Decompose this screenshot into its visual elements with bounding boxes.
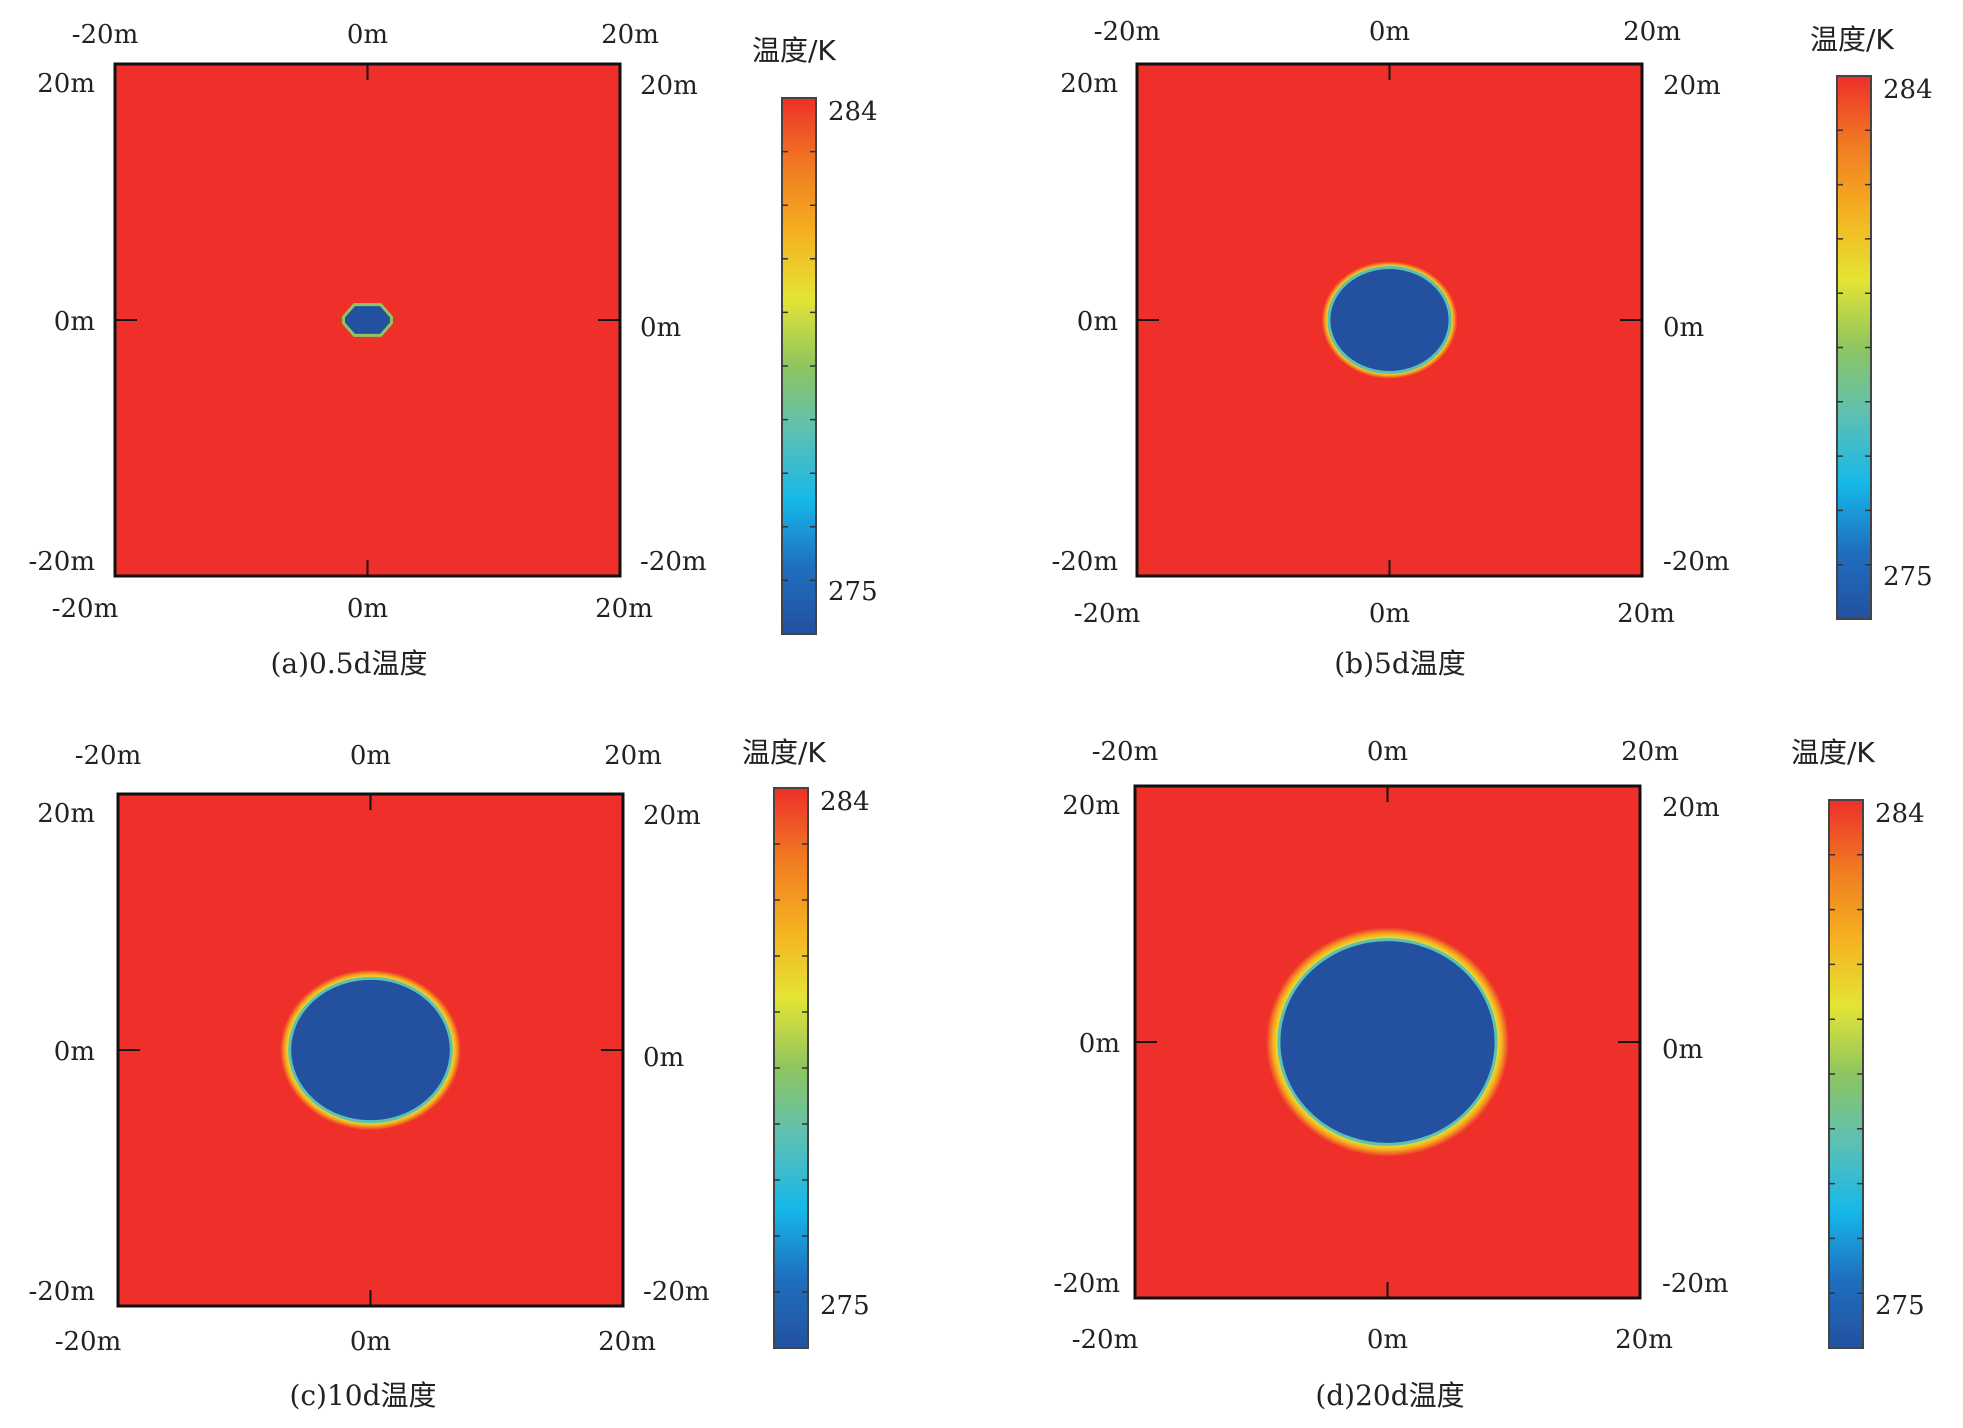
bottom-tick-label: -20m — [52, 594, 119, 624]
bottom-tick-label: -20m — [1074, 599, 1141, 629]
left-tick-label: 20m — [1060, 69, 1118, 99]
left-tick-label: 0m — [54, 1037, 95, 1067]
top-tick-label: -20m — [1094, 17, 1161, 47]
top-tick-label: 20m — [1621, 737, 1679, 767]
top-tick-label: 0m — [1369, 17, 1410, 47]
colorbar-title: 温度/K — [742, 736, 826, 769]
colorbar: 温度/K 284 275 — [752, 34, 878, 635]
bottom-tick-label: 0m — [1367, 1325, 1408, 1355]
colorbar-title: 温度/K — [752, 34, 836, 67]
bottom-tick-label: 20m — [1617, 599, 1675, 629]
bottom-tick-label: 0m — [347, 594, 388, 624]
right-tick-label: 0m — [640, 313, 681, 343]
panel-a: -20m 0m 20m -20m 0m 20m 20m 0m -20m 20m 0m -20m 温度/K… — [28, 20, 877, 680]
top-tick-label: 0m — [347, 20, 388, 50]
colorbar: 温度/K 284 275 — [1810, 23, 1933, 620]
colorbar-title: 温度/K — [1791, 736, 1875, 769]
left-tick-label: -20m — [28, 547, 95, 577]
right-tick-label: -20m — [1662, 1269, 1729, 1299]
colorbar-max-label: 284 — [1875, 799, 1925, 829]
colorbar-max-label: 284 — [820, 787, 870, 817]
colorbar-max-label: 284 — [828, 97, 878, 127]
top-tick-label: 0m — [1367, 737, 1408, 767]
right-tick-label: 20m — [643, 801, 701, 831]
colorbar-min-label: 275 — [1875, 1291, 1925, 1321]
bottom-tick-label: 20m — [1615, 1325, 1673, 1355]
panel-caption: (b)5d温度 — [1334, 647, 1466, 680]
right-tick-label: 0m — [1663, 313, 1704, 343]
top-tick-label: 20m — [1623, 17, 1681, 47]
panel-caption: (d)20d温度 — [1315, 1379, 1464, 1412]
right-tick-label: 0m — [643, 1043, 684, 1073]
left-tick-label: 20m — [37, 799, 95, 829]
colorbar-max-label: 284 — [1883, 75, 1933, 105]
left-tick-label: 20m — [37, 69, 95, 99]
right-tick-label: -20m — [643, 1277, 710, 1307]
panel-caption: (a)0.5d温度 — [271, 647, 428, 680]
colorbar-title: 温度/K — [1810, 23, 1894, 56]
left-tick-label: 0m — [1077, 307, 1118, 337]
top-tick-label: -20m — [75, 741, 142, 771]
bottom-tick-label: -20m — [1072, 1325, 1139, 1355]
panel-b: -20m 0m 20m -20m 0m 20m 20m 0m -20m 20m 0m -20m 温度/K… — [1051, 17, 1932, 680]
top-tick-label: 20m — [601, 20, 659, 50]
frozen-region — [1327, 266, 1452, 374]
bottom-tick-label: 0m — [1369, 599, 1410, 629]
frozen-region — [1277, 938, 1498, 1146]
left-tick-label: -20m — [1051, 547, 1118, 577]
bottom-tick-label: 20m — [595, 594, 653, 624]
colorbar-min-label: 275 — [828, 577, 878, 607]
top-tick-label: -20m — [72, 20, 139, 50]
right-tick-label: -20m — [1663, 547, 1730, 577]
top-tick-label: 20m — [604, 741, 662, 771]
bottom-tick-label: 20m — [598, 1327, 656, 1357]
frozen-region — [342, 303, 393, 337]
top-tick-label: 0m — [350, 741, 391, 771]
colorbar: 温度/K 284 275 — [742, 736, 870, 1349]
left-tick-label: 0m — [1079, 1029, 1120, 1059]
right-tick-label: 0m — [1662, 1035, 1703, 1065]
left-tick-label: -20m — [1053, 1269, 1120, 1299]
colorbar-min-label: 275 — [820, 1291, 870, 1321]
right-tick-label: 20m — [640, 71, 698, 101]
left-tick-label: -20m — [28, 1277, 95, 1307]
bottom-tick-label: -20m — [55, 1327, 122, 1357]
right-tick-label: 20m — [1662, 793, 1720, 823]
right-tick-label: -20m — [640, 547, 707, 577]
left-tick-label: 20m — [1062, 791, 1120, 821]
right-tick-label: 20m — [1663, 71, 1721, 101]
panel-d: -20m 0m 20m -20m 0m 20m 20m 0m -20m 20m 0m -20m 温度/K… — [1053, 736, 1924, 1412]
panel-caption: (c)10d温度 — [289, 1379, 436, 1412]
colorbar-min-label: 275 — [1883, 562, 1933, 592]
panel-c: -20m 0m 20m -20m 0m 20m 20m 0m -20m 20m 0m -20m 温度/K… — [28, 736, 869, 1412]
bottom-tick-label: 0m — [350, 1327, 391, 1357]
top-tick-label: -20m — [1092, 737, 1159, 767]
frozen-region — [288, 976, 453, 1124]
left-tick-label: 0m — [54, 307, 95, 337]
